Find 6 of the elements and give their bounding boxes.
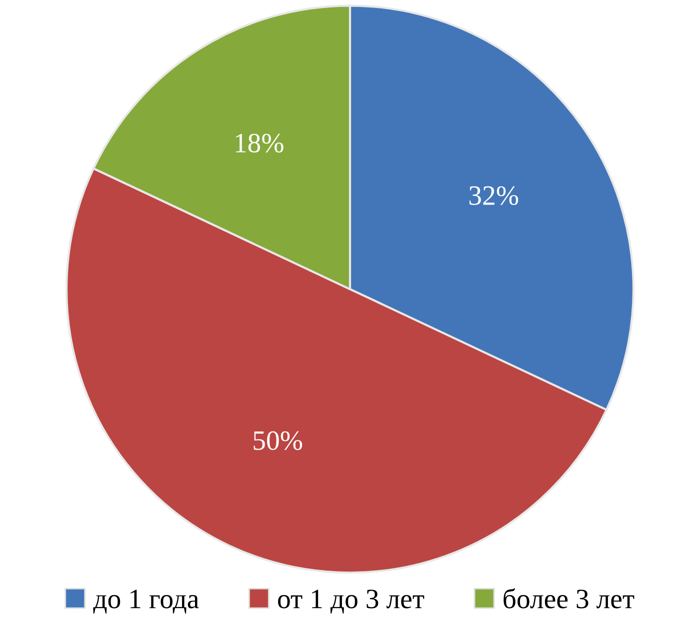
data-label: 50% — [254, 431, 302, 450]
data-label: 18% — [236, 134, 284, 153]
data-label: 32% — [469, 186, 518, 206]
legend-label: от 1 до 3 лет — [278, 590, 424, 614]
legend-label: до 1 года — [93, 590, 199, 614]
legend-label: более 3 лет — [504, 588, 634, 608]
